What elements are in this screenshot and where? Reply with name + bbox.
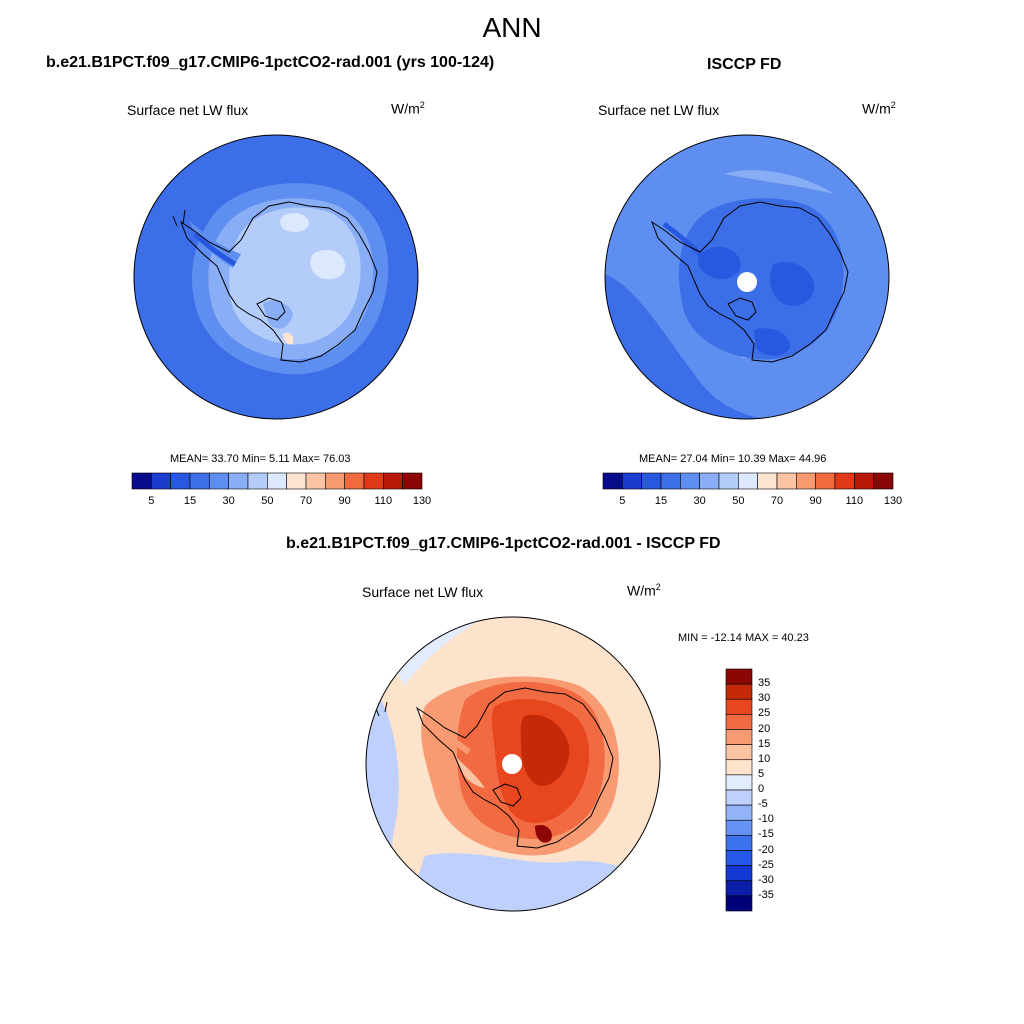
diff-colorbar-tick: 0 bbox=[758, 783, 765, 795]
diff-colorbar-box bbox=[725, 850, 753, 866]
panel2-colorbar-box bbox=[602, 472, 623, 490]
panel2-colorbar-box bbox=[757, 472, 778, 490]
diff-colorbar-box bbox=[725, 714, 753, 730]
panel2-colorbar-box bbox=[796, 472, 816, 490]
panel1-units: W/m2 bbox=[391, 100, 425, 117]
diff-colorbar-tick: 20 bbox=[758, 722, 771, 735]
panel1-colorbar-tick: 110 bbox=[374, 495, 393, 507]
diff-colorbar-box bbox=[725, 729, 753, 745]
panel2-units: W/m2 bbox=[862, 100, 896, 117]
panel2-colorbar-box bbox=[776, 472, 797, 490]
panel1-colorbar-tick: 15 bbox=[183, 495, 197, 507]
panel2-title: ISCCP FD bbox=[707, 56, 782, 73]
panel2-colorbar-tick: 110 bbox=[845, 495, 864, 507]
diff-stats: MIN = -12.14 MAX = 40.23 bbox=[678, 632, 809, 644]
panel1-colorbar-box bbox=[363, 472, 384, 490]
panel2-colorbar-box bbox=[699, 472, 720, 490]
diff-colorbar-tick: 35 bbox=[758, 677, 771, 690]
diff-colorbar-box bbox=[725, 744, 753, 761]
panel1-colorbar-tick: 30 bbox=[222, 495, 235, 507]
panel2-colorbar-box bbox=[815, 472, 836, 490]
diff-colorbar-box bbox=[725, 698, 753, 715]
diff-units: W/m2 bbox=[627, 582, 661, 599]
panel1-stats: MEAN= 33.70 Min= 5.11 Max= 76.03 bbox=[170, 453, 351, 465]
panel1-colorbar-tick: 70 bbox=[299, 495, 313, 507]
panel2-colorbar-box bbox=[834, 472, 855, 490]
panel1-colorbar-box bbox=[209, 472, 229, 490]
panel1-colorbar-box bbox=[170, 472, 191, 490]
panel1-colorbar-box bbox=[267, 472, 287, 490]
panel1-colorbar-tick: 130 bbox=[412, 495, 432, 507]
diff-colorbar-box bbox=[725, 819, 753, 836]
diff-colorbar-box bbox=[725, 865, 753, 882]
diff-colorbar-tick: -30 bbox=[758, 873, 774, 886]
panel2-colorbar-tick: 130 bbox=[883, 495, 903, 507]
panel1-colorbar-box bbox=[151, 472, 171, 490]
diff-colorbar-tick: 10 bbox=[758, 752, 771, 765]
panel2-colorbar bbox=[602, 472, 894, 490]
panel2-stats: MEAN= 27.04 Min= 10.39 Max= 44.96 bbox=[639, 453, 827, 465]
panel2-colorbar-tick: 30 bbox=[693, 495, 706, 507]
diff-colorbar-tick: 5 bbox=[758, 767, 765, 780]
panel1-colorbar-tick: 5 bbox=[148, 495, 155, 507]
diff-colorbar-tick: -10 bbox=[758, 813, 774, 826]
diff-colorbar-tick: -35 bbox=[758, 888, 774, 901]
panel2-colorbar-box bbox=[680, 472, 700, 490]
panel2-colorbar-box bbox=[622, 472, 642, 490]
diff-colorbar-box bbox=[725, 683, 753, 700]
diff-colorbar-tick: 15 bbox=[758, 737, 771, 750]
panel2-colorbar-tick: 70 bbox=[770, 495, 784, 507]
panel1-colorbar-box bbox=[402, 472, 423, 490]
diff-polar-map bbox=[365, 616, 661, 912]
diff-variable-label: Surface net LW flux bbox=[362, 584, 484, 600]
panel2-colorbar-tick: 50 bbox=[732, 495, 745, 507]
diff-colorbar-box bbox=[725, 804, 753, 821]
diff-colorbar-tick: 30 bbox=[758, 692, 771, 705]
diff-colorbar-box bbox=[725, 895, 753, 912]
panel1-colorbar-box bbox=[286, 472, 307, 490]
panel2-colorbar-tick: 90 bbox=[809, 495, 822, 507]
panel2-colorbar-box bbox=[738, 472, 758, 490]
diff-colorbar-box bbox=[725, 880, 753, 897]
panel1-colorbar-box bbox=[131, 472, 152, 490]
panel1-colorbar-box bbox=[383, 472, 403, 490]
panel2-polar-map bbox=[604, 134, 890, 420]
diff-colorbar-tick: 25 bbox=[758, 707, 771, 720]
diff-colorbar bbox=[725, 668, 753, 912]
panel1-variable-label: Surface net LW flux bbox=[127, 102, 249, 118]
diff-colorbar-box bbox=[725, 789, 753, 806]
panel1-colorbar-box bbox=[344, 472, 365, 490]
panel2-colorbar-tick: 15 bbox=[654, 495, 668, 507]
panel2-colorbar-box bbox=[873, 472, 894, 490]
panel1-polar-map bbox=[133, 134, 419, 420]
diff-colorbar-box bbox=[725, 835, 753, 851]
panel2-variable-label: Surface net LW flux bbox=[598, 102, 720, 118]
panel2-colorbar-box bbox=[641, 472, 662, 490]
panel2-colorbar-tick: 5 bbox=[619, 495, 626, 507]
diff-colorbar-tick: -25 bbox=[758, 858, 774, 871]
panel2-colorbar-box bbox=[854, 472, 874, 490]
diff-title: b.e21.B1PCT.f09_g17.CMIP6-1pctCO2-rad.00… bbox=[286, 535, 721, 552]
panel1-colorbar-box bbox=[247, 472, 268, 490]
panel1-colorbar bbox=[131, 472, 423, 490]
panel1-colorbar-tick: 50 bbox=[261, 495, 274, 507]
diff-colorbar-tick: -15 bbox=[758, 828, 774, 841]
panel1-colorbar-box bbox=[325, 472, 345, 490]
diff-colorbar-tick: -5 bbox=[758, 798, 768, 811]
panel2-colorbar-box bbox=[718, 472, 739, 490]
panel1-colorbar-box bbox=[189, 472, 210, 490]
panel1-colorbar-box bbox=[228, 472, 249, 490]
panel1-title: b.e21.B1PCT.f09_g17.CMIP6-1pctCO2-rad.00… bbox=[46, 54, 495, 71]
diff-colorbar-box bbox=[725, 668, 753, 685]
panel2-colorbar-box bbox=[660, 472, 681, 490]
panel1-colorbar-tick: 90 bbox=[338, 495, 351, 507]
diff-colorbar-box bbox=[725, 774, 753, 791]
figure-title: ANN bbox=[482, 12, 542, 43]
diff-colorbar-box bbox=[725, 759, 753, 776]
panel1-colorbar-box bbox=[305, 472, 326, 490]
diff-colorbar-tick: -20 bbox=[758, 843, 774, 856]
